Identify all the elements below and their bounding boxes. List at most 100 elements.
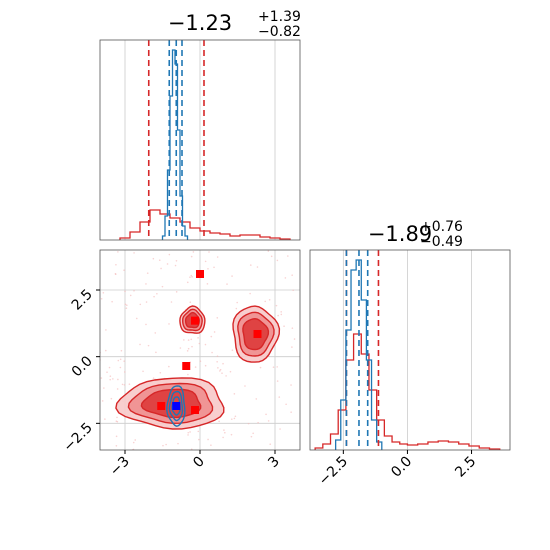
- bottom-left-scatter-dot: [198, 438, 200, 441]
- bottom-left-scatter-dot: [153, 295, 155, 298]
- bottom-left-scatter-dot: [119, 366, 122, 369]
- bottom-left-scatter-dot: [155, 351, 157, 354]
- bottom-left-scatter-dot: [111, 300, 113, 303]
- bottom-left-scatter-dot: [290, 384, 292, 386]
- bottom-left-scatter-dot: [121, 383, 124, 386]
- bottom-left-scatter-dot: [207, 267, 209, 270]
- bottom-left-scatter-dot: [264, 300, 267, 303]
- red-marker: [253, 330, 262, 338]
- bottom-left-scatter-dot: [101, 400, 104, 402]
- bottom-left-scatter-dot: [165, 443, 167, 446]
- bottom-left-scatter-dot: [259, 366, 262, 369]
- bottom-left-scatter-dot: [190, 255, 193, 258]
- bottom-left-scatter-dot: [100, 377, 103, 379]
- bottom-left-scatter-dot: [174, 264, 177, 267]
- bottom-left-scatter-dot: [133, 290, 135, 292]
- bottom-left-scatter-dot: [109, 378, 111, 381]
- bottom-left-scatter-dot: [230, 418, 233, 420]
- bottom-left-scatter-dot: [229, 370, 232, 373]
- bottom-left-scatter-dot: [213, 266, 215, 269]
- bottom-left-scatter-dot: [204, 364, 207, 367]
- bottom-left-scatter-dot: [219, 370, 221, 372]
- top-left-title-minus: −0.82: [258, 24, 301, 40]
- bottom-left-scatter-dot: [123, 360, 125, 362]
- bottom-left-scatter-dot: [207, 438, 209, 441]
- bottom-left-scatter-dot: [231, 349, 234, 352]
- bottom-left-scatter-dot: [268, 298, 271, 301]
- bottom-left-scatter-dot: [265, 413, 267, 416]
- red-marker: [157, 402, 166, 410]
- bottom-left-scatter-dot: [120, 349, 123, 352]
- bottom-left-scatter-dot: [269, 443, 272, 446]
- bottom-left-scatter-dot: [105, 329, 107, 331]
- bottom-left-scatter-dot: [226, 283, 228, 285]
- top-left-title: −1.23: [168, 11, 232, 35]
- bottom-left-scatter-dot: [236, 301, 238, 304]
- bottom-left-scatter-dot: [134, 439, 137, 441]
- bottom-left-scatter-dot: [290, 411, 292, 413]
- bottom-left-scatter-dot: [117, 359, 120, 362]
- bottom-left-scatter-dot: [132, 441, 135, 444]
- bottom-left-scatter-dot: [186, 281, 189, 284]
- bottom-left-scatter-dot: [250, 435, 253, 438]
- bottom-left-scatter-dot: [272, 366, 275, 368]
- bottom-left-ytick-label: 0.0: [69, 353, 96, 380]
- bottom-left-scatter-dot: [276, 259, 279, 262]
- bottom-left-scatter-dot: [133, 252, 135, 254]
- bottom-left-scatter-dot: [187, 434, 189, 436]
- bottom-left-scatter-dot: [287, 255, 289, 257]
- bottom-left-scatter-dot: [187, 431, 190, 434]
- bottom-right-title: −1.89: [368, 222, 432, 246]
- bottom-left-scatter-dot: [293, 338, 296, 340]
- top-left-blue-histogram: [161, 49, 189, 240]
- bottom-left-scatter-dot: [104, 418, 106, 420]
- bottom-left-scatter-dot: [280, 311, 282, 313]
- bottom-left-scatter-dot: [197, 430, 200, 433]
- bottom-left-scatter-dot: [145, 323, 147, 326]
- bottom-left-scatter-dot: [257, 421, 259, 424]
- bottom-left-scatter-dot: [206, 283, 209, 285]
- bottom-left-scatter-dot: [187, 339, 190, 341]
- bottom-left-scatter-dot: [110, 397, 113, 400]
- bottom-left-scatter-dot: [249, 292, 251, 295]
- bottom-left-scatter-dot: [123, 371, 126, 373]
- bottom-left-scatter-dot: [285, 403, 287, 406]
- bottom-left-scatter-dot: [210, 335, 213, 338]
- bottom-right-xtick-label: 2.5: [452, 454, 479, 481]
- bottom-left-scatter-dot: [145, 283, 147, 285]
- bottom-left-scatter-dot: [168, 323, 170, 325]
- bottom-left-scatter-dot: [100, 297, 103, 300]
- bottom-left-scatter-dot: [216, 355, 219, 357]
- bottom-left-ytick-label: 2.5: [69, 287, 96, 314]
- bottom-left-scatter-dot: [191, 276, 193, 278]
- bottom-left-scatter-dot: [204, 343, 207, 346]
- bottom-right-red-histogram: [314, 333, 501, 450]
- bottom-left-scatter-dot: [291, 346, 293, 348]
- bottom-left-scatter-dot: [204, 260, 207, 263]
- bottom-left-xtick-label: 3: [265, 454, 283, 472]
- bottom-left-scatter-dot: [128, 383, 131, 385]
- bottom-left-scatter-dot: [213, 331, 216, 333]
- bottom-left-scatter-dot: [175, 260, 178, 262]
- bottom-left-scatter-dot: [278, 396, 281, 398]
- bottom-left-scatter-dot: [216, 317, 219, 319]
- bottom-left-scatter-dot: [189, 301, 192, 304]
- bottom-left-scatter-dot: [252, 432, 254, 435]
- blue-contour-outer: [166, 385, 186, 427]
- bottom-left-scatter-dot: [244, 385, 246, 387]
- bottom-left-scatter-dot: [123, 384, 126, 386]
- bottom-left-scatter-dot: [249, 264, 252, 266]
- bottom-left-scatter-dot: [211, 351, 213, 354]
- bottom-left-scatter-dot: [146, 272, 149, 274]
- bottom-left-scatter-dot: [102, 291, 105, 294]
- bottom-left-scatter-dot: [135, 317, 138, 320]
- bottom-left-contour-panel: −3 0 3 −2.5 0.0 2.5: [60, 249, 301, 479]
- red-marker: [196, 270, 204, 278]
- bottom-left-scatter-dot: [276, 366, 278, 368]
- bottom-left-scatter-dot: [230, 433, 233, 436]
- bottom-left-scatter-dot: [284, 277, 287, 279]
- bottom-left-scatter-dot: [152, 257, 155, 260]
- bottom-right-title-plus: +0.76: [420, 219, 463, 235]
- bottom-left-scatter-dot: [208, 251, 210, 253]
- bottom-left-scatter-dot: [115, 444, 118, 447]
